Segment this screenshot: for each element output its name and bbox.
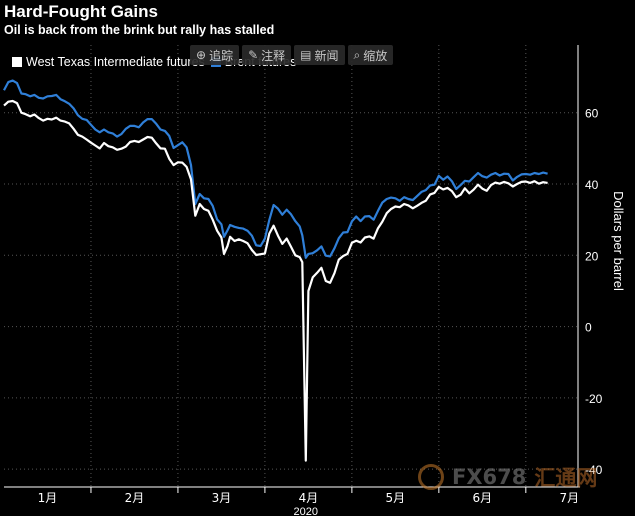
legend-swatch-wti bbox=[12, 57, 22, 67]
track-button[interactable]: ⊕ 追踪 bbox=[190, 45, 240, 65]
x-tick-label: 1月 bbox=[38, 491, 58, 505]
y-axis-title: Dollars per barrel bbox=[611, 191, 626, 291]
chart-title: Hard-Fought Gains bbox=[4, 2, 158, 21]
series-line-wti bbox=[3, 99, 548, 462]
watermark-sub: 汇通网 bbox=[534, 466, 598, 490]
watermark-logo-icon bbox=[418, 464, 444, 490]
annotate-button[interactable]: ✎ 注释 bbox=[242, 45, 292, 65]
y-tick-label: 20 bbox=[585, 249, 599, 263]
x-tick-label: 2月 bbox=[125, 491, 145, 505]
magnifier-icon: ⌕ bbox=[353, 47, 361, 62]
x-tick-label: 5月 bbox=[386, 491, 406, 505]
x-year-label: 2020 bbox=[294, 506, 318, 516]
legend-label-wti: West Texas Intermediate futures bbox=[26, 55, 205, 69]
y-tick-label: -20 bbox=[585, 392, 603, 406]
news-button[interactable]: ▤ 新闻 bbox=[294, 45, 345, 65]
chart-toolbar: ⊕ 追踪 ✎ 注释 ▤ 新闻 ⌕ 缩放 bbox=[190, 45, 394, 65]
watermark-brand: FX678 bbox=[452, 465, 527, 489]
y-tick-label: -40 bbox=[585, 463, 603, 477]
x-tick-label: 7月 bbox=[559, 491, 579, 505]
x-tick-label: 4月 bbox=[299, 491, 319, 505]
zoom-button-label: 缩放 bbox=[363, 48, 388, 63]
y-tick-label: 60 bbox=[585, 107, 599, 121]
y-tick-label: 0 bbox=[585, 321, 592, 335]
news-button-label: 新闻 bbox=[314, 48, 339, 63]
chart-subtitle: Oil is back from the brink but rally has… bbox=[4, 23, 275, 37]
series-line-brent bbox=[3, 79, 548, 259]
annotate-button-label: 注释 bbox=[261, 48, 286, 63]
y-tick-label: 40 bbox=[585, 178, 599, 192]
track-button-label: 追踪 bbox=[209, 48, 234, 63]
zoom-button[interactable]: ⌕ 缩放 bbox=[347, 45, 394, 65]
legend-item-wti[interactable]: West Texas Intermediate futures bbox=[12, 55, 205, 69]
x-tick-label: 3月 bbox=[212, 491, 232, 505]
crosshair-icon: ⊕ bbox=[196, 48, 207, 62]
news-icon: ▤ bbox=[300, 48, 312, 62]
pencil-icon: ✎ bbox=[248, 48, 259, 62]
watermark: FX678 汇通网 bbox=[418, 462, 597, 492]
x-tick-label: 6月 bbox=[473, 491, 493, 505]
